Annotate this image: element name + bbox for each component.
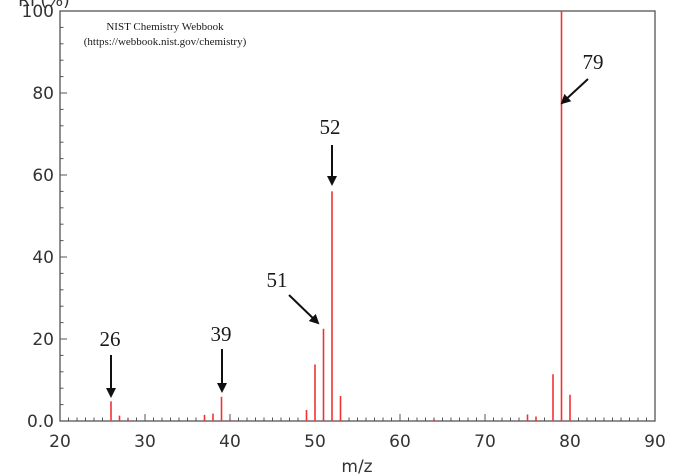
spectrum-peaks	[110, 11, 571, 421]
y-tick-label: 60	[32, 166, 54, 186]
y-tick-label: 0.0	[27, 412, 54, 432]
y-tick-label: 40	[32, 248, 54, 268]
y-axis-label: RI (%)	[18, 0, 70, 11]
annotation-arrow-51	[288, 294, 320, 325]
y-tick-label: 80	[32, 84, 54, 104]
y-tick-labels: 0.0 20 40 60 80 100	[22, 2, 54, 432]
x-tick-label: 80	[559, 432, 581, 452]
peak-annotations: 26 39 51 52 79	[100, 50, 604, 398]
x-tick-label: 30	[134, 432, 156, 452]
annotation-arrow-79	[560, 78, 589, 105]
watermark-line-2: (https://webbook.nist.gov/chemistry)	[84, 36, 247, 48]
x-tick-label: 90	[644, 432, 666, 452]
x-tick-label: 40	[219, 432, 241, 452]
x-tick-labels: 20 30 40 50 60 70 80 90	[49, 432, 666, 452]
plot-area	[59, 10, 656, 422]
x-tick-label: 60	[389, 432, 411, 452]
axis-ticks	[59, 10, 656, 422]
y-tick-label: 20	[32, 330, 54, 350]
watermark: NIST Chemistry Webbook (https://webbook.…	[84, 21, 247, 48]
annotation-label-52: 52	[320, 115, 341, 139]
x-tick-label: 20	[49, 432, 71, 452]
x-axis-label: m/z	[341, 457, 372, 475]
annotation-label-26: 26	[100, 327, 121, 351]
watermark-line-1: NIST Chemistry Webbook	[106, 21, 224, 33]
annotation-label-39: 39	[211, 322, 232, 346]
y-tick-label: 100	[22, 2, 54, 22]
plot-frame	[59, 10, 656, 422]
x-tick-label: 50	[304, 432, 326, 452]
annotation-label-51: 51	[267, 268, 288, 292]
x-tick-label: 70	[474, 432, 496, 452]
annotation-label-79: 79	[583, 50, 604, 74]
